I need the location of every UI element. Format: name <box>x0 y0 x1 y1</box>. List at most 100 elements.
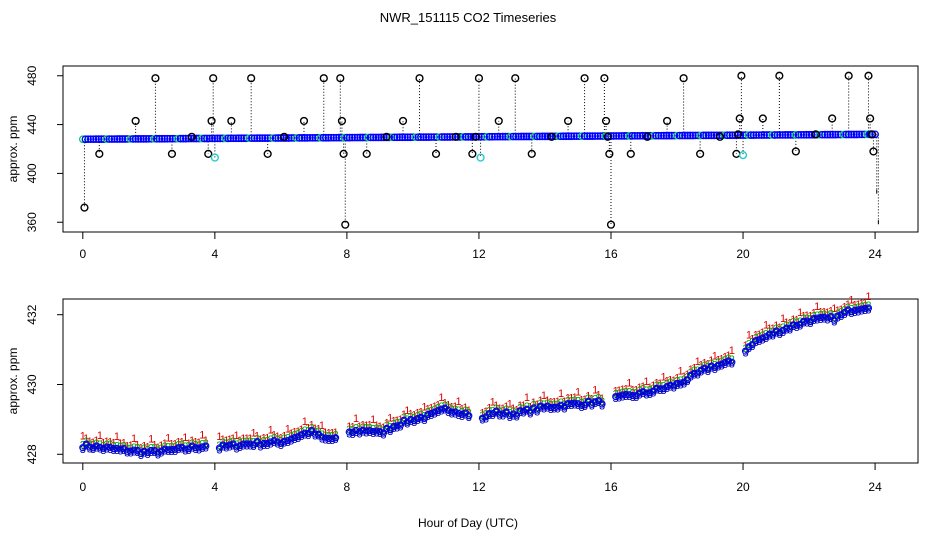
data-point: 2 <box>551 399 557 411</box>
data-point: 1 <box>175 437 181 449</box>
bottom-y-axis-title: approx. ppm <box>6 348 20 415</box>
data-point: 3 <box>384 425 390 437</box>
data-point: 1 <box>367 420 373 432</box>
data-point <box>287 435 295 443</box>
baseline-point <box>485 132 494 141</box>
data-point: 2 <box>828 308 834 320</box>
data-point: 2 <box>353 422 359 434</box>
baseline-point <box>802 130 811 139</box>
baseline-point <box>556 132 565 141</box>
spike-point <box>869 147 878 156</box>
data-point: 2 <box>134 442 140 454</box>
data-point <box>89 444 97 452</box>
data-point: 3 <box>565 400 571 412</box>
data-point: 2 <box>397 417 403 429</box>
data-point: 3 <box>585 398 591 410</box>
data-point <box>571 399 579 407</box>
data-point: 3 <box>333 434 339 446</box>
data-point <box>851 306 859 314</box>
data-point: 3 <box>394 422 400 434</box>
data-point: 3 <box>783 325 789 337</box>
data-point: 2 <box>83 436 89 448</box>
data-point <box>188 442 196 450</box>
data-point: 1 <box>172 439 178 451</box>
spike-point <box>362 149 371 158</box>
data-point: 3 <box>828 313 834 325</box>
data-point: 1 <box>855 299 861 311</box>
data-point: 3 <box>298 431 304 443</box>
baseline-point <box>514 132 523 141</box>
data-point: 3 <box>568 400 574 412</box>
data-point: 2 <box>524 401 530 413</box>
data-point: 3 <box>233 443 239 455</box>
baseline-point <box>147 134 156 143</box>
data-point: 3 <box>97 444 103 456</box>
data-point <box>752 337 760 345</box>
data-point: 2 <box>510 406 516 418</box>
spike-point <box>775 71 784 80</box>
data-point: 2 <box>360 422 366 434</box>
spike-point <box>601 116 611 126</box>
data-point: 3 <box>838 311 844 323</box>
data-point <box>495 410 504 418</box>
data-point: 2 <box>667 377 673 389</box>
baseline-point <box>282 134 291 142</box>
data-point: 1 <box>428 403 434 415</box>
spike-point <box>337 116 347 126</box>
data-point <box>799 317 808 325</box>
data-point: 1 <box>298 424 304 436</box>
data-point: 3 <box>705 366 711 378</box>
data-point: 1 <box>220 434 226 446</box>
spike-point <box>867 130 876 139</box>
baseline-point <box>237 134 246 143</box>
data-point <box>820 313 828 321</box>
data-point: 1 <box>842 302 848 314</box>
bottom-x-tick-label: 0 <box>79 480 86 494</box>
data-point <box>431 408 439 416</box>
data-point <box>393 422 401 430</box>
spike-point <box>210 153 219 162</box>
data-point: 2 <box>821 309 827 321</box>
baseline-point <box>588 132 597 140</box>
data-point <box>803 317 811 325</box>
baseline-point <box>115 135 124 143</box>
data-point: 1 <box>288 428 294 440</box>
baseline-point <box>443 133 452 141</box>
data-point: 3 <box>442 405 448 417</box>
data-point: 3 <box>192 444 198 456</box>
data-point: 2 <box>684 372 690 384</box>
data-point: 2 <box>462 405 468 417</box>
data-point: 3 <box>456 410 462 422</box>
data-point: 3 <box>244 440 250 452</box>
x-axis-title: Hour of Day (UTC) <box>418 516 518 530</box>
data-point: 1 <box>247 433 253 445</box>
data-point: 3 <box>261 440 267 452</box>
data-point: 1 <box>394 415 400 427</box>
data-point: 2 <box>114 440 120 452</box>
data-point: 1 <box>773 320 779 332</box>
spike-point <box>715 132 725 141</box>
spike-point <box>398 116 408 126</box>
baseline-point <box>673 131 681 140</box>
baseline-point <box>757 131 766 139</box>
bottom-x-tick-label: 8 <box>344 480 351 494</box>
data-point: 1 <box>90 437 96 449</box>
data-point: 1 <box>725 350 731 362</box>
data-point: 1 <box>852 299 858 311</box>
data-point: 1 <box>411 410 417 422</box>
baseline-point <box>593 132 602 140</box>
data-point: 1 <box>599 393 605 405</box>
baseline-point <box>535 132 544 141</box>
data-point: 1 <box>196 437 202 449</box>
data-point: 3 <box>510 410 516 422</box>
spike-point <box>844 71 853 80</box>
data-point: 1 <box>350 422 356 434</box>
data-point: 2 <box>742 343 748 355</box>
data-point: 1 <box>295 426 301 438</box>
data-point <box>700 364 709 372</box>
data-point: 1 <box>811 308 817 320</box>
data-point: 3 <box>763 333 769 345</box>
data-point: 3 <box>404 419 410 431</box>
spike-point <box>207 116 216 126</box>
baseline-point <box>760 131 769 139</box>
